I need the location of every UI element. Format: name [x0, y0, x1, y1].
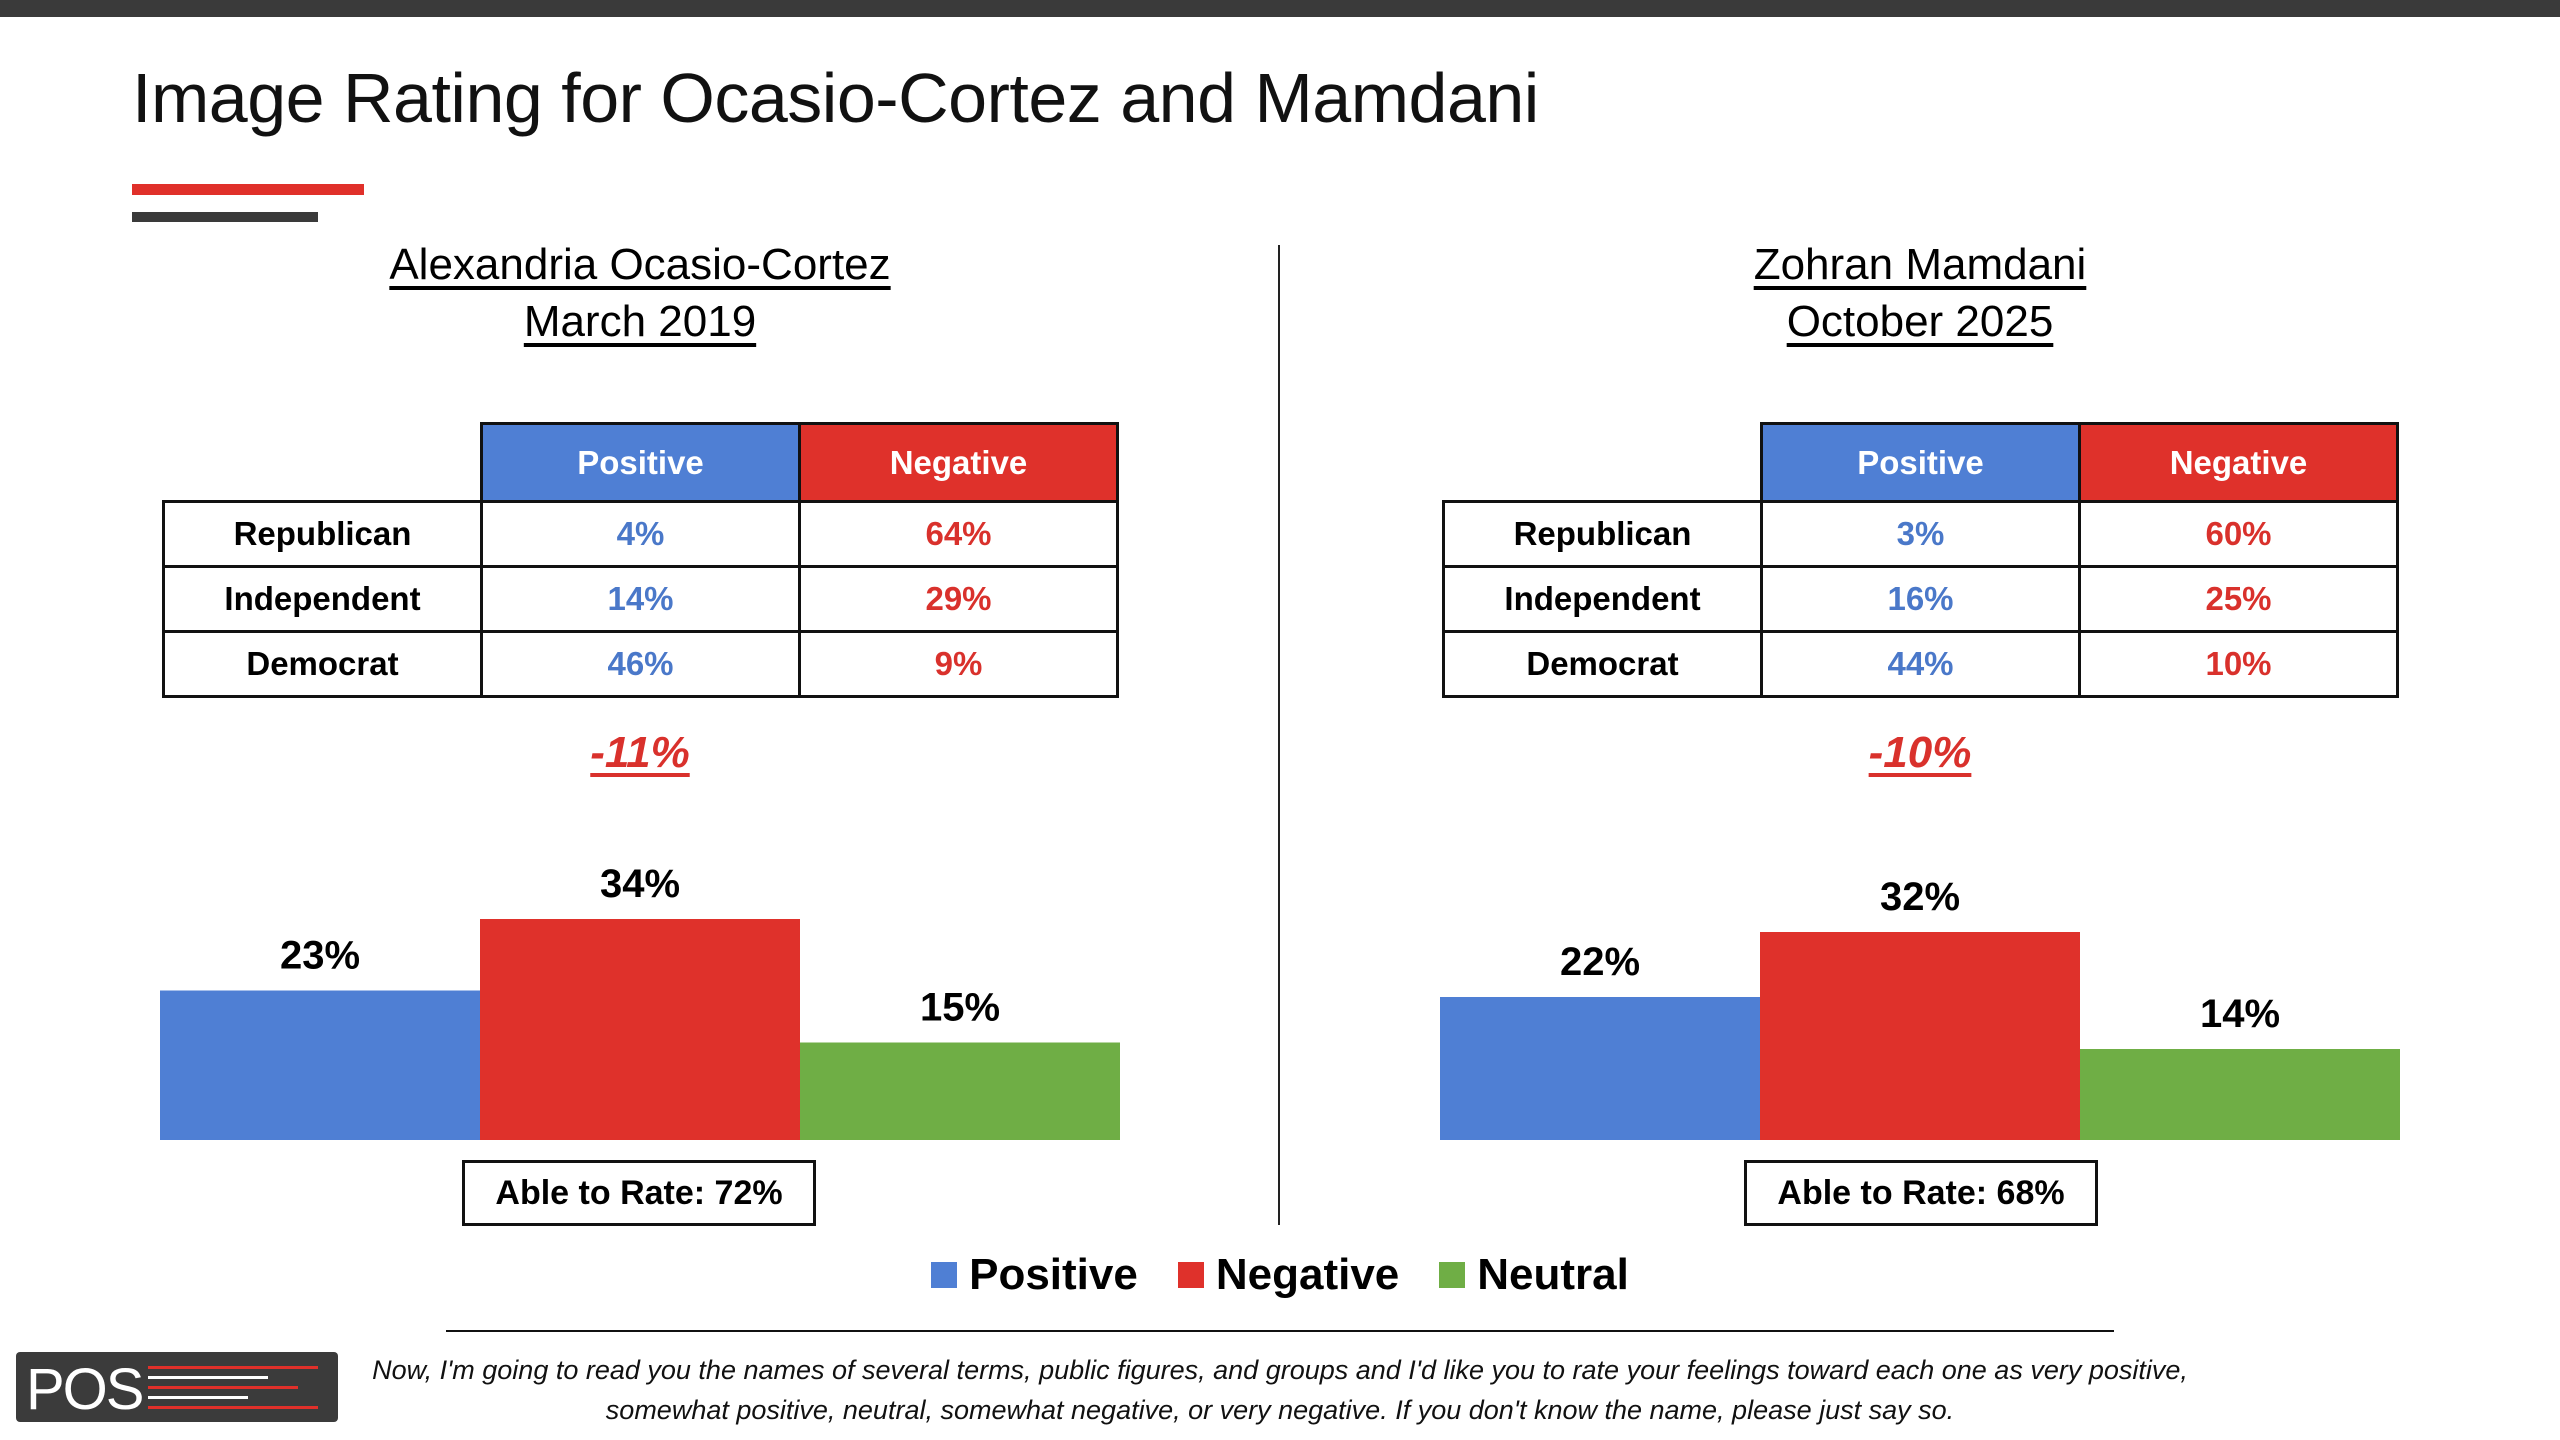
panel-date: March 2019 [523, 297, 757, 346]
header-positive: Positive [480, 422, 801, 503]
able-to-rate-box: Able to Rate: 72% [462, 1160, 816, 1226]
cell-positive: 4% [480, 500, 801, 568]
footer-rule [446, 1330, 2114, 1332]
bar-negative [480, 919, 800, 1140]
ratings-table: Positive Negative Republican 4% 64% Inde… [162, 422, 1119, 698]
bar-value-label: 15% [920, 986, 1000, 1030]
table-corner [1444, 424, 1762, 502]
pos-logo: POS [16, 1352, 338, 1422]
bar-positive [1440, 997, 1760, 1140]
panel-date: October 2025 [1786, 297, 2054, 346]
header-positive: Positive [1760, 422, 2081, 503]
net-rating: -10% [1868, 728, 1972, 777]
cell-negative: 29% [798, 565, 1119, 633]
bar-value-label: 23% [280, 934, 360, 978]
table-row: Democrat 46% 9% [162, 630, 1119, 698]
header-negative: Negative [798, 422, 1119, 503]
row-label: Democrat [162, 630, 483, 698]
legend-label: Neutral [1477, 1250, 1629, 1299]
legend-item-positive: Positive [931, 1250, 1138, 1300]
legend-swatch-neutral [1439, 1262, 1466, 1288]
row-label: Republican [162, 500, 483, 568]
footnote-line: Now, I'm going to read you the names of … [372, 1355, 2188, 1385]
cell-negative: 25% [2078, 565, 2399, 633]
cell-negative: 60% [2078, 500, 2399, 568]
logo-line [148, 1396, 248, 1399]
table-row: Republican 3% 60% [1442, 500, 2399, 568]
legend-item-negative: Negative [1177, 1250, 1400, 1300]
bar-positive [160, 990, 480, 1140]
top-strip [0, 0, 2560, 17]
cell-negative: 9% [798, 630, 1119, 698]
logo-line [148, 1386, 298, 1389]
legend-item-neutral: Neutral [1439, 1250, 1629, 1300]
cell-negative: 64% [798, 500, 1119, 568]
logo-line [148, 1406, 318, 1409]
accent-bar-red [132, 184, 364, 195]
table-row: Independent 14% 29% [162, 565, 1119, 633]
panel-mamdani: Zohran Mamdani October 2025 Positive Neg… [1430, 0, 2410, 1240]
panel-name: Zohran Mamdani [1753, 240, 2087, 289]
footnote-line: somewhat positive, neutral, somewhat neg… [605, 1395, 1955, 1425]
cell-positive: 14% [480, 565, 801, 633]
page-title: Image Rating for Ocasio-Cortez and Mamda… [132, 59, 1539, 137]
row-label: Independent [1442, 565, 1763, 633]
cell-negative: 10% [2078, 630, 2399, 698]
table-header-row: Positive Negative [1444, 422, 2399, 503]
bar-value-label: 22% [1560, 940, 1640, 984]
legend-label: Positive [969, 1250, 1138, 1299]
legend-swatch-positive [931, 1262, 958, 1288]
bar-chart: 22% 32% 14% [1440, 875, 2400, 1140]
cell-positive: 44% [1760, 630, 2081, 698]
accent-bar-dark [132, 212, 318, 222]
able-to-rate-box: Able to Rate: 68% [1744, 1160, 2098, 1226]
row-label: Democrat [1442, 630, 1763, 698]
logo-text: POS [26, 1357, 144, 1422]
panel-divider [1278, 245, 1280, 1225]
bar-value-label: 14% [2200, 992, 2280, 1036]
legend-label: Negative [1215, 1250, 1400, 1299]
logo-line [148, 1376, 268, 1379]
header-negative: Negative [2078, 422, 2399, 503]
row-label: Republican [1442, 500, 1763, 568]
footnote: Now, I'm going to read you the names of … [340, 1350, 2220, 1430]
bar-neutral [2080, 1049, 2400, 1140]
table-corner [164, 424, 482, 502]
table-row: Democrat 44% 10% [1442, 630, 2399, 698]
table-row: Republican 4% 64% [162, 500, 1119, 568]
bar-chart: 23% 34% 15% [160, 862, 1120, 1140]
legend: Positive Negative Neutral [0, 1250, 2560, 1300]
bar-neutral [800, 1042, 1120, 1140]
cell-positive: 3% [1760, 500, 2081, 568]
table-row: Independent 16% 25% [1442, 565, 2399, 633]
ratings-table: Positive Negative Republican 3% 60% Inde… [1442, 422, 2399, 698]
cell-positive: 16% [1760, 565, 2081, 633]
panel-name: Alexandria Ocasio-Cortez [389, 240, 891, 289]
logo-line [148, 1366, 318, 1369]
row-label: Independent [162, 565, 483, 633]
bar-value-label: 34% [600, 862, 680, 906]
legend-swatch-negative [1177, 1262, 1204, 1288]
bar-value-label: 32% [1880, 875, 1960, 919]
bar-negative [1760, 932, 2080, 1140]
net-rating: -11% [590, 728, 690, 777]
panel-ocasio-cortez: Alexandria Ocasio-Cortez March 2019 Posi… [150, 0, 1130, 1240]
cell-positive: 46% [480, 630, 801, 698]
table-header-row: Positive Negative [164, 422, 1119, 503]
